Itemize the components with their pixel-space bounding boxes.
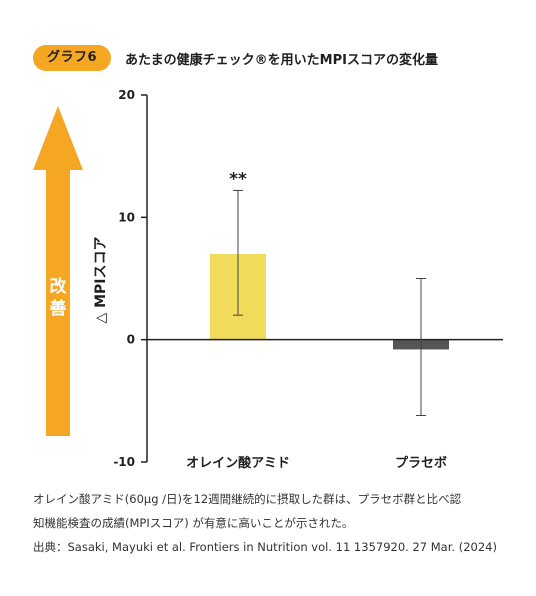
chart-header: グラフ6 あたまの健康チェック®を用いたMPIスコアの変化量 <box>33 43 438 73</box>
y-tick-label: 0 <box>127 333 135 347</box>
improvement-label-char: 改 <box>49 277 67 297</box>
chart-notes: オレイン酸アミド(60μg /日)を12週間継続的に摂取した群は、プラセボ群と比… <box>33 487 513 559</box>
notes-line: オレイン酸アミド(60μg /日)を12週間継続的に摂取した群は、プラセボ群と比… <box>33 492 462 506</box>
x-category-label: オレイン酸アミド <box>186 455 290 471</box>
significance-marker: ** <box>229 169 247 189</box>
chart-title: あたまの健康チェック®を用いたMPIスコアの変化量 <box>125 52 438 68</box>
y-tick-label: 10 <box>118 210 135 224</box>
improvement-label: 改 善 <box>33 276 83 320</box>
y-tick-label: 20 <box>118 88 135 102</box>
source-line: 出典：Sasaki, Mayuki et al. Frontiers in Nu… <box>33 540 497 554</box>
graph-number-badge: グラフ6 <box>33 45 112 71</box>
improvement-label-char: 善 <box>49 299 67 319</box>
up-arrow-icon <box>33 106 83 436</box>
y-tick-label: -10 <box>113 455 135 469</box>
improvement-arrow: 改 善 <box>33 106 83 436</box>
notes-line: 知機能検査の成績(MPIスコア) が有意に高いことが示された。 <box>33 516 354 530</box>
x-category-label: プラセボ <box>395 455 447 471</box>
